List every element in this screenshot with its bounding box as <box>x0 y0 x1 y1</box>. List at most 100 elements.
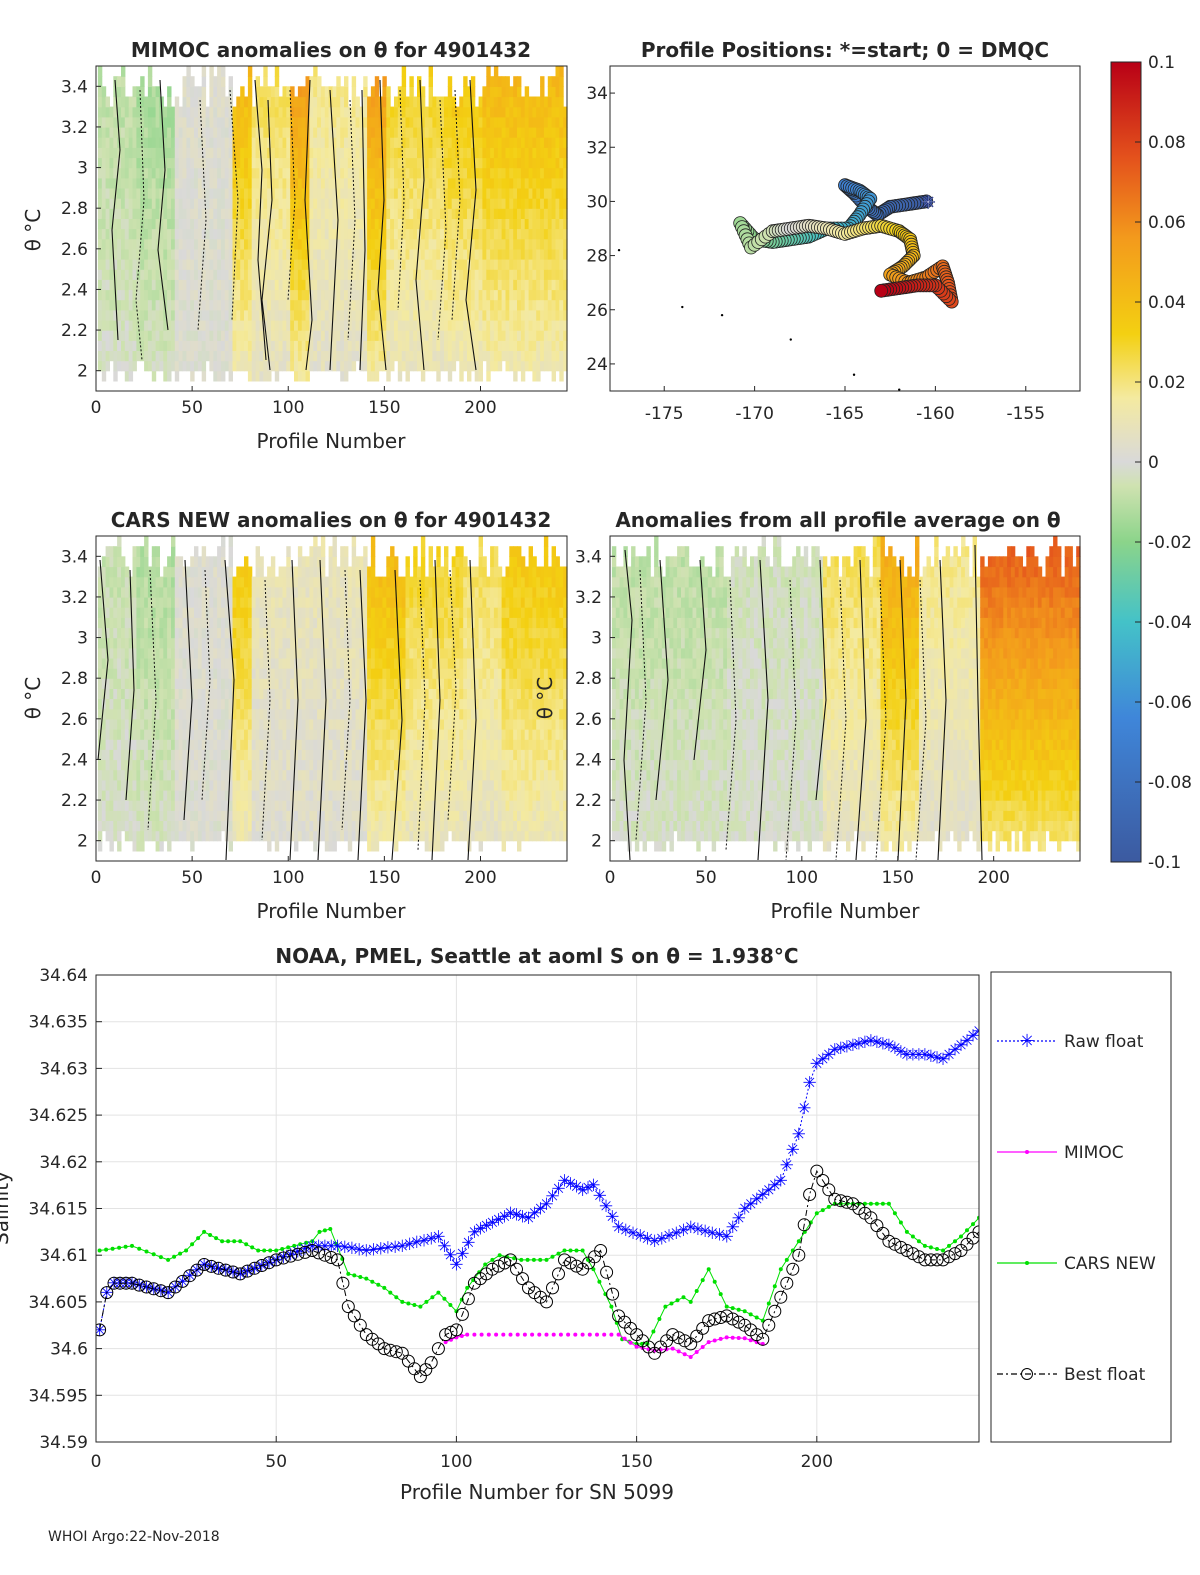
heatmap-cell <box>444 248 449 260</box>
heatmap-cell <box>155 607 160 618</box>
heatmap-cell <box>251 688 257 700</box>
heatmap-cell <box>128 698 134 710</box>
heatmap-cell <box>347 228 353 240</box>
heatmap-cell <box>543 137 549 148</box>
heatmap-cell <box>386 248 391 260</box>
heatmap-cell <box>232 360 237 372</box>
heatmap-cell <box>528 309 533 321</box>
heatmap-cell <box>201 607 207 618</box>
heatmap-cell <box>305 289 310 301</box>
heatmap-cell <box>401 157 407 169</box>
heatmap-cell <box>197 617 203 629</box>
heatmap-cell <box>409 157 414 169</box>
heatmap-cell <box>213 556 218 568</box>
heatmap-cell <box>286 238 291 250</box>
heatmap-cell <box>174 657 180 669</box>
heatmap-cell <box>147 647 153 659</box>
heatmap-cell <box>147 576 153 588</box>
heatmap-cell <box>155 137 160 148</box>
heatmap-cell <box>401 228 407 240</box>
heatmap-cell <box>171 789 176 801</box>
heatmap-cell <box>182 708 187 720</box>
heatmap-cell <box>244 187 249 199</box>
heatmap-cell <box>213 830 218 842</box>
heatmap-cell <box>201 208 207 219</box>
heatmap-cell <box>332 248 337 260</box>
heatmap-cell <box>167 617 172 629</box>
heatmap-cell <box>336 96 341 108</box>
heatmap-cell <box>232 718 237 730</box>
heatmap-cell <box>543 218 549 230</box>
heatmap-cell <box>417 319 422 331</box>
heatmap-cell <box>171 299 176 311</box>
heatmap-cell <box>155 688 160 700</box>
heatmap-cell <box>455 157 460 169</box>
heatmap-cell <box>197 566 203 578</box>
heatmap-cell <box>482 177 487 189</box>
heatmap-cell <box>186 678 191 689</box>
heatmap-cell <box>328 157 333 169</box>
heatmap-cell <box>247 248 253 260</box>
heatmap-cell <box>247 647 253 659</box>
heatmap-cell <box>528 116 533 128</box>
heatmap-cell <box>270 330 276 341</box>
heatmap-cell <box>109 198 114 209</box>
heatmap-cell <box>132 698 137 710</box>
heatmap-cell <box>259 259 264 270</box>
heatmap-cell <box>324 228 330 240</box>
heatmap-cell <box>274 177 280 189</box>
heatmap-cell <box>128 749 134 761</box>
heatmap-cell <box>121 668 126 679</box>
heatmap-cell <box>455 309 460 321</box>
heatmap-cell <box>263 157 268 169</box>
heatmap-cell <box>324 198 330 209</box>
heatmap-cell <box>351 198 357 209</box>
heatmap-cell <box>428 106 433 118</box>
heatmap-cell <box>547 309 553 321</box>
heatmap-cell <box>294 309 299 321</box>
heatmap-cell <box>409 299 414 311</box>
heatmap-cell <box>401 147 407 159</box>
heatmap-cell <box>463 228 468 240</box>
heatmap-cell <box>263 137 268 148</box>
heatmap-cell <box>240 96 245 108</box>
heatmap-cell <box>140 607 145 618</box>
heatmap-cell <box>155 106 160 118</box>
heatmap-cell <box>221 800 226 811</box>
heatmap-cell <box>493 350 499 362</box>
heatmap-cell <box>124 248 130 260</box>
heatmap-cell <box>386 126 391 138</box>
heatmap-cell <box>109 299 114 311</box>
heatmap-cell <box>501 340 506 351</box>
y-tick-label: 3.2 <box>61 118 88 138</box>
heatmap-cell <box>440 259 445 270</box>
heatmap-cell <box>136 810 141 821</box>
heatmap-cell <box>178 350 184 362</box>
heatmap-cell <box>486 137 491 148</box>
heatmap-cell <box>201 586 207 598</box>
heatmap-cell <box>232 218 237 230</box>
heatmap-cell <box>517 289 522 301</box>
heatmap-cell <box>386 238 391 250</box>
heatmap-cell <box>144 718 149 730</box>
heatmap-cell <box>447 187 453 199</box>
heatmap-cell <box>224 769 230 781</box>
heatmap-cell <box>528 299 533 311</box>
heatmap-cell <box>524 106 530 118</box>
heatmap-cell <box>274 228 280 240</box>
heatmap-cell <box>117 840 122 852</box>
heatmap-cell <box>440 96 445 108</box>
heatmap-cell <box>186 350 191 362</box>
heatmap-cell <box>309 350 314 362</box>
heatmap-cell <box>513 319 518 331</box>
heatmap-cell <box>267 289 272 301</box>
heatmap-cell <box>386 147 391 159</box>
heatmap-cell <box>455 126 460 138</box>
heatmap-cell <box>167 830 172 842</box>
heatmap-cell <box>159 167 164 179</box>
heatmap-cell <box>378 208 383 219</box>
heatmap-cell <box>117 289 122 301</box>
heatmap-cell <box>121 218 126 230</box>
heatmap-cell <box>209 718 214 730</box>
heatmap-cell <box>405 147 410 159</box>
